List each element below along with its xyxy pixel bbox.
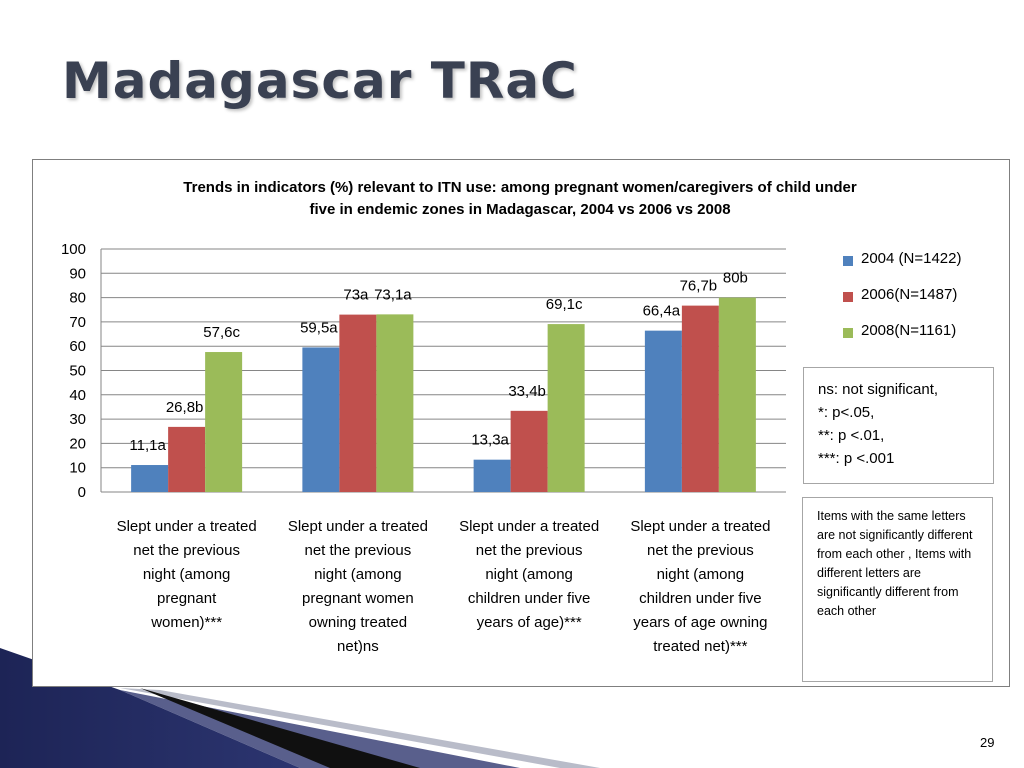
bar	[376, 314, 414, 492]
x-tick-label: net the previous	[476, 542, 583, 559]
note-p001: ***: p <.001	[818, 450, 895, 467]
x-tick-label: pregnant women	[302, 590, 414, 607]
legend-item-2006: 2006(N=1487)	[843, 286, 962, 322]
y-tick-label: 60	[69, 338, 86, 355]
data-label: 26,8b	[166, 399, 204, 416]
bar	[681, 305, 719, 492]
note-p05: *: p<.05,	[818, 404, 875, 421]
legend-swatch-2008	[843, 328, 853, 338]
x-tick-label: net the previous	[133, 542, 240, 559]
y-tick-label: 90	[69, 265, 86, 282]
bar	[644, 330, 682, 492]
letters-note-text: Items with the same letters are not sign…	[817, 509, 973, 618]
x-tick-label: net)ns	[337, 638, 379, 655]
y-tick-label: 30	[69, 411, 86, 428]
page-number: 29	[980, 735, 995, 750]
x-tick-label: women)***	[150, 614, 222, 631]
x-tick-label: years of age owning	[633, 614, 767, 631]
x-tick-label: pregnant	[157, 590, 217, 607]
x-tick-label: children under five	[639, 590, 762, 607]
y-tick-label: 50	[69, 363, 86, 380]
slide-title: Madagascar TRaC	[62, 52, 578, 110]
bar	[168, 426, 206, 492]
letters-note-box: Items with the same letters are not sign…	[802, 497, 993, 682]
y-tick-label: 80	[69, 290, 86, 307]
legend-label-2006: 2006(N=1487)	[861, 286, 958, 303]
legend-swatch-2004	[843, 256, 853, 266]
data-label: 76,7b	[680, 278, 718, 295]
y-tick-label: 100	[61, 241, 86, 258]
significance-note-box: ns: not significant, *: p<.05, **: p <.0…	[803, 367, 994, 484]
chart-title: Trends in indicators (%) relevant to ITN…	[100, 177, 940, 221]
data-label: 80b	[723, 270, 748, 287]
x-tick-label: Slept under a treated	[630, 518, 770, 535]
note-p01: **: p <.01,	[818, 427, 885, 444]
x-tick-label: treated net)***	[653, 638, 747, 655]
x-tick-label: Slept under a treated	[117, 518, 257, 535]
bar	[131, 465, 169, 492]
x-tick-label: Slept under a treated	[459, 518, 599, 535]
note-ns: ns: not significant,	[818, 381, 939, 398]
bar	[473, 459, 511, 492]
data-label: 11,1a	[129, 437, 166, 454]
bar	[205, 352, 243, 492]
data-label: 13,3a	[471, 432, 509, 449]
x-tick-label: children under five	[468, 590, 591, 607]
data-label: 57,6c	[203, 324, 240, 341]
bar	[547, 324, 585, 492]
y-tick-label: 20	[69, 435, 86, 452]
chart-title-line-1: Trends in indicators (%) relevant to ITN…	[183, 179, 857, 196]
chart-title-line-2: five in endemic zones in Madagascar, 200…	[309, 201, 731, 218]
legend-label-2008: 2008(N=1161)	[861, 322, 957, 339]
bar	[302, 347, 340, 492]
x-tick-label: night (among	[485, 566, 573, 583]
x-tick-label: years of age)***	[477, 614, 582, 631]
y-tick-label: 70	[69, 314, 86, 331]
data-label: 66,4a	[643, 303, 681, 320]
x-tick-label: Slept under a treated	[288, 518, 428, 535]
data-label: 73,1a	[374, 286, 412, 303]
data-label: 69,1c	[546, 296, 583, 313]
data-label: 59,5a	[300, 319, 338, 336]
data-label: 73a	[343, 287, 369, 304]
x-tick-label: owning treated	[309, 614, 407, 631]
legend-swatch-2006	[843, 292, 853, 302]
x-tick-label: night (among	[314, 566, 402, 583]
y-tick-label: 40	[69, 387, 86, 404]
x-tick-label: night (among	[657, 566, 745, 583]
legend-item-2004: 2004 (N=1422)	[843, 250, 962, 286]
bar	[510, 410, 548, 492]
x-tick-label: net the previous	[647, 542, 754, 559]
bar	[339, 314, 377, 492]
bar	[718, 297, 756, 492]
legend-label-2004: 2004 (N=1422)	[861, 250, 962, 267]
chart-legend: 2004 (N=1422) 2006(N=1487) 2008(N=1161)	[843, 250, 962, 358]
y-tick-label: 10	[69, 460, 86, 477]
y-tick-label: 0	[78, 484, 86, 501]
x-tick-label: net the previous	[305, 542, 412, 559]
legend-item-2008: 2008(N=1161)	[843, 322, 962, 358]
x-tick-label: night (among	[143, 566, 231, 583]
data-label: 33,4b	[508, 383, 546, 400]
